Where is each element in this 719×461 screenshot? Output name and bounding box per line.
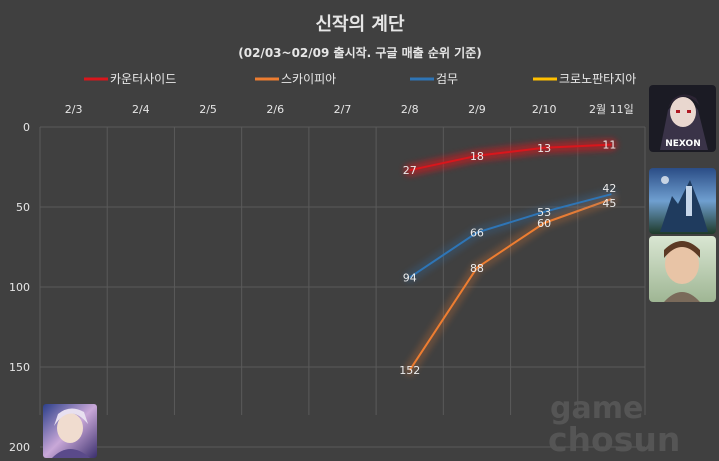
data-label: 13 (537, 142, 551, 155)
y-tick-label: 50 (16, 201, 30, 214)
chart-title: 신작의 계단 (315, 14, 405, 35)
data-label: 88 (470, 262, 484, 275)
data-label: 53 (537, 206, 551, 219)
series-layer (403, 138, 618, 377)
watermark-line-1: game (550, 391, 643, 426)
legend-label: 크로노판타지아 (559, 72, 636, 86)
data-label: 66 (470, 227, 484, 240)
legend: 카운터사이드 스카이피아 검무 크로노판타지아 (84, 72, 636, 86)
skypia-icon (649, 168, 716, 234)
y-axis-ticks: 0 50 100 150 200 (9, 121, 30, 454)
nexon-logo-text: NEXON (665, 139, 700, 149)
watermark: game chosun (548, 391, 680, 459)
x-tick-label: 2/7 (334, 103, 352, 116)
x-tick-label: 2월 11일 (589, 102, 634, 116)
y-tick-label: 0 (23, 121, 30, 134)
x-tick-label: 2/9 (468, 103, 486, 116)
data-label: 45 (602, 197, 616, 210)
series-line (409, 193, 612, 279)
legend-label: 카운터사이드 (110, 72, 176, 86)
y-tick-label: 200 (9, 441, 30, 454)
legend-label: 스카이피아 (281, 72, 336, 86)
counterside-icon: NEXON (649, 85, 716, 152)
series-line (408, 198, 612, 371)
series-line (409, 143, 612, 172)
data-label: 60 (537, 217, 551, 230)
x-tick-label: 2/4 (132, 103, 150, 116)
data-label: 27 (403, 164, 417, 177)
legend-label: 검무 (436, 72, 458, 86)
x-tick-label: 2/8 (401, 103, 419, 116)
x-axis-ticks: 2/3 2/4 2/5 2/6 2/7 2/8 2/9 2/10 2월 11일 (65, 102, 634, 116)
data-label: 42 (602, 182, 616, 195)
x-tick-label: 2/10 (532, 103, 557, 116)
data-label: 94 (403, 271, 417, 284)
data-label: 152 (399, 364, 420, 377)
data-label: 11 (602, 139, 616, 152)
gummu-icon (649, 236, 716, 302)
y-tick-label: 150 (9, 361, 30, 374)
chart-subtitle: (02/03~02/09 출시작. 구글 매출 순위 기준) (238, 45, 481, 60)
data-labels: 27 18 13 11 152 88 60 45 94 66 53 42 (399, 139, 616, 378)
watermark-line-2: chosun (548, 420, 680, 459)
chrono-icon (43, 404, 97, 458)
y-tick-label: 100 (9, 281, 30, 294)
x-tick-label: 2/3 (65, 103, 83, 116)
data-label: 18 (470, 150, 484, 163)
gridlines (39, 126, 646, 448)
x-tick-label: 2/6 (266, 103, 284, 116)
x-tick-label: 2/5 (199, 103, 217, 116)
